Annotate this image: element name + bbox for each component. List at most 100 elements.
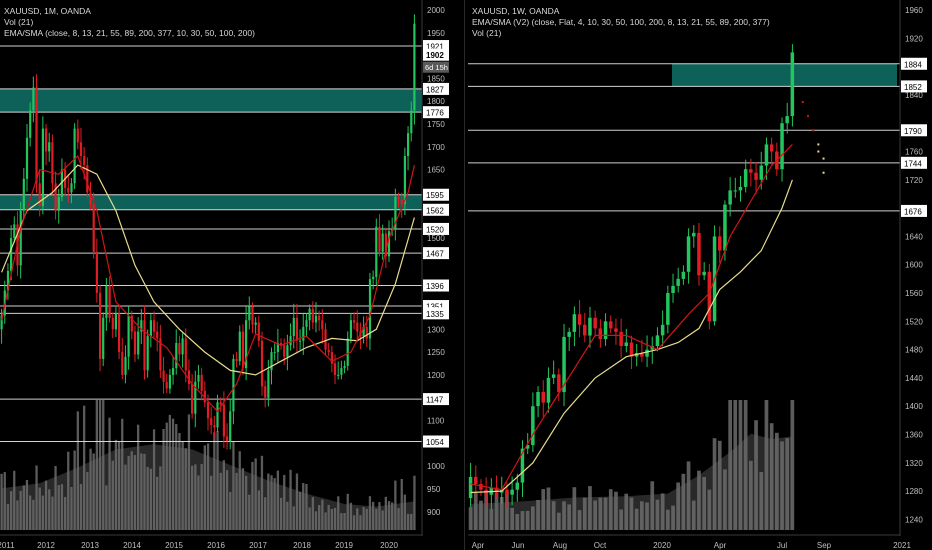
undefined-volume-bar — [121, 418, 124, 530]
undefined-candle-body — [407, 133, 410, 156]
undefined-volume-bar — [686, 461, 691, 530]
undefined-volume-bar — [608, 489, 613, 530]
undefined-candle-body — [629, 342, 634, 357]
undefined-candle-body — [702, 271, 706, 276]
undefined-candle-body — [152, 320, 156, 332]
undefined-volume-bar — [499, 497, 504, 530]
undefined-volume-bar — [410, 514, 413, 530]
undefined-volume-bar — [397, 508, 400, 530]
undefined-candle-body — [474, 476, 478, 484]
undefined-candle-body — [22, 178, 25, 211]
undefined-candle-body — [681, 271, 686, 279]
undefined-candle-body — [609, 321, 613, 329]
undefined-volume-bar — [64, 497, 67, 530]
undefined-candle-body — [127, 315, 130, 357]
undefined-candle-body — [137, 331, 140, 355]
undefined-candle-body — [295, 317, 298, 341]
undefined-level-badge — [423, 82, 449, 95]
undefined-zone-1 — [0, 194, 422, 210]
undefined-volume-layer — [468, 400, 795, 530]
undefined-level-badge — [423, 307, 449, 320]
undefined-x-tick-label: 2013 — [81, 541, 99, 550]
weekly-chart[interactable]: 1884 1852 1790 1744 1676 1240 1280 1320 1360 1400… — [468, 0, 927, 550]
undefined-volume-bar — [520, 511, 525, 530]
undefined-level-badge — [901, 204, 927, 217]
undefined-y-tick-label: 1760 — [905, 147, 923, 156]
undefined-sma-line — [470, 179, 793, 494]
undefined-candle-body — [536, 392, 540, 407]
undefined-volume-bar — [510, 508, 514, 530]
undefined-candle-body — [368, 279, 372, 339]
undefined-volume-bar — [384, 496, 387, 530]
undefined-candle-body — [203, 390, 206, 403]
undefined-candle-body — [378, 226, 381, 252]
undefined-volume-layer — [0, 400, 416, 530]
undefined-volume-bar — [286, 501, 289, 530]
undefined-candle-body — [168, 374, 171, 389]
undefined-volume-bar — [593, 500, 597, 530]
undefined-volume-bar — [327, 505, 330, 530]
undefined-zone-0 — [0, 88, 422, 113]
undefined-volume-bar — [314, 511, 318, 530]
undefined-y-tick-label: 1850 — [427, 74, 445, 83]
undefined-x-tick-label: 2019 — [335, 541, 353, 550]
undefined-volume-bar — [387, 501, 391, 530]
undefined-volume-bar — [248, 494, 251, 530]
undefined-candle-body — [0, 315, 3, 330]
undefined-volume-bar — [362, 507, 365, 530]
undefined-volume-bar — [200, 464, 203, 530]
undefined-level-badge — [423, 203, 449, 216]
undefined-volume-bar — [257, 490, 260, 530]
undefined-level-label: 1921 — [426, 43, 444, 52]
undefined-volume-bar — [337, 496, 340, 530]
undefined-candle-body — [280, 343, 283, 346]
undefined-volume-bar — [298, 491, 302, 530]
undefined-candle-body — [551, 374, 556, 378]
undefined-candle-body — [35, 87, 38, 184]
left-ema-sma-indicator-label[interactable]: EMA/SMA (close, 8, 13, 21, 55, 89, 200, … — [4, 28, 255, 38]
undefined-candle-body — [531, 406, 535, 446]
undefined-volume-bar — [127, 455, 130, 530]
right-header: XAUUSD, 1W, OANDA EMA/SMA (V2) (close, F… — [472, 6, 770, 38]
undefined-level-label: 1595 — [426, 191, 444, 200]
undefined-volume-bar — [162, 429, 165, 530]
undefined-volume-bar — [35, 465, 38, 530]
undefined-candle-body — [149, 320, 152, 337]
undefined-candle-body — [671, 285, 675, 293]
undefined-x-tick-label: Aug — [553, 541, 567, 550]
undefined-volume-bar — [178, 433, 181, 530]
undefined-volume-bar — [723, 469, 727, 530]
undefined-candle-body — [254, 322, 257, 325]
undefined-projection-dot — [822, 157, 825, 160]
undefined-volume-bar — [368, 496, 372, 530]
undefined-volume-bar — [283, 474, 286, 530]
undefined-y-tick-label: 1960 — [905, 6, 923, 15]
undefined-level-label: 1335 — [426, 310, 444, 319]
undefined-volume-bar — [140, 453, 143, 530]
undefined-candle-body — [67, 187, 70, 193]
undefined-candle-body — [118, 313, 121, 353]
undefined-volume-bar — [733, 400, 738, 530]
undefined-level-badge — [423, 222, 449, 235]
undefined-volume-bar — [175, 424, 178, 530]
undefined-volume-bar — [124, 464, 127, 530]
undefined-volume-bar — [16, 500, 19, 530]
undefined-x-tick-label: 2018 — [293, 541, 311, 550]
undefined-candle-body — [38, 183, 41, 207]
undefined-candle-body — [156, 331, 159, 339]
undefined-candle-body — [614, 328, 618, 332]
undefined-volume-bar — [468, 507, 473, 530]
left-volume-indicator-label[interactable]: Vol (21) — [4, 17, 33, 27]
undefined-candle-body — [692, 232, 696, 237]
right-ema-sma-indicator-label[interactable]: EMA/SMA (V2) (close, Flat, 4, 10, 30, 50… — [472, 17, 770, 27]
monthly-chart[interactable]: 1921 1827 1776 1595 1562 1520 1467 1396 13511335… — [0, 0, 449, 550]
undefined-volume-bar — [676, 482, 680, 530]
undefined-level-label: 1520 — [426, 225, 444, 234]
undefined-candle-body — [102, 317, 105, 359]
undefined-candle-body — [219, 402, 222, 405]
undefined-candle-body — [305, 320, 308, 327]
undefined-candle-body — [197, 374, 200, 382]
right-volume-indicator-label[interactable]: Vol (21) — [472, 28, 501, 38]
undefined-candle-body — [593, 317, 597, 329]
